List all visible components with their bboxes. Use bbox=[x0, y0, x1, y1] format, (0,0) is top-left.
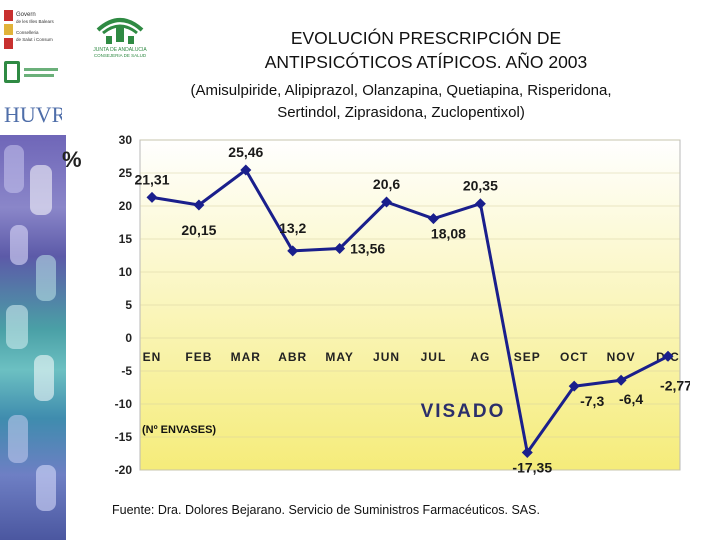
source-footer: Fuente: Dra. Dolores Bejarano. Servicio … bbox=[112, 503, 540, 517]
x-axis-ticks: ENFEBMARABRMAYJUNJULAGSEPOCTNOVDIC bbox=[143, 350, 679, 364]
data-point bbox=[381, 196, 393, 208]
y-tick-label: -10 bbox=[115, 397, 133, 411]
unit-label: % bbox=[62, 147, 82, 172]
x-tick-label: OCT bbox=[560, 350, 588, 364]
govern-logo: Govern de les Illes Balears Conselleria … bbox=[4, 10, 62, 127]
data-label: -2,77 bbox=[660, 377, 690, 393]
data-label: 18,08 bbox=[431, 226, 466, 242]
govern-text-2: de les Illes Balears bbox=[16, 19, 55, 24]
subtitle-line-1: (Amisulpiride, Alipiprazol, Olanzapina, … bbox=[190, 82, 612, 99]
andalucia-small-logo bbox=[4, 61, 58, 83]
x-tick-label: ABR bbox=[278, 350, 307, 364]
data-points bbox=[146, 164, 674, 459]
y-tick-label: 20 bbox=[119, 199, 133, 213]
data-point bbox=[427, 213, 439, 225]
junta-text: JUNTA DE ANDALUCIA bbox=[93, 47, 147, 53]
x-tick-label: EN bbox=[143, 350, 162, 364]
data-point bbox=[474, 198, 486, 210]
data-point bbox=[521, 447, 533, 459]
govern-text-4: de Salut i Consum bbox=[16, 37, 53, 42]
x-tick-label: SEP bbox=[514, 350, 541, 364]
x-tick-label: MAR bbox=[231, 350, 261, 364]
header: JUNTA DE ANDALUCIA CONSEJERIA DE SALUD E… bbox=[66, 0, 720, 135]
y-tick-label: -5 bbox=[121, 364, 132, 378]
data-point bbox=[193, 199, 205, 211]
x-tick-label: NOV bbox=[607, 350, 636, 364]
data-label: 25,46 bbox=[228, 144, 263, 160]
data-label: -17,35 bbox=[512, 460, 552, 476]
data-point bbox=[334, 243, 346, 255]
sidebar: Govern de les Illes Balears Conselleria … bbox=[0, 0, 66, 540]
x-tick-label: AG bbox=[470, 350, 490, 364]
title-line-1: EVOLUCIÓN PRESCRIPCIÓN DE bbox=[290, 28, 562, 48]
page-title: EVOLUCIÓN PRESCRIPCIÓN DE ANTIPSICÓTICOS… bbox=[216, 26, 636, 74]
line-chart: 30 25 20 15 10 5 0 -5 -10 -15 -20 EN FEB MAR ABR MAY JU… bbox=[115, 133, 690, 477]
y-tick-label: 15 bbox=[119, 232, 133, 246]
govern-text-3: Conselleria bbox=[16, 30, 39, 35]
subtitle-line-2: Sertindol, Ziprasidona, Zuclopentixol) bbox=[277, 104, 525, 121]
data-point bbox=[240, 164, 252, 176]
data-label: -6,4 bbox=[619, 391, 643, 407]
data-label: 20,35 bbox=[463, 178, 498, 194]
series-line bbox=[151, 168, 669, 454]
govern-text-1: Govern bbox=[16, 12, 36, 18]
title-line-2: ANTIPSICÓTICOS ATÍPICOS. AÑO 2003 bbox=[264, 52, 588, 72]
sidebar-photo bbox=[0, 135, 66, 540]
x-tick-label: JUN bbox=[373, 350, 400, 364]
data-point bbox=[662, 350, 674, 362]
gridlines bbox=[140, 139, 680, 471]
data-labels: 21,31 20,15 25,46 13,2 13,56 20,6 18,08 20,35 -1… bbox=[134, 144, 690, 476]
y-axis-ticks: 30 25 20 15 10 5 0 -5 -10 -15 -20 bbox=[115, 133, 133, 477]
x-tick-label: MAY bbox=[325, 350, 354, 364]
data-label: -7,3 bbox=[580, 393, 604, 409]
junta-andalucia-logo: JUNTA DE ANDALUCIA CONSEJERIA DE SALUD bbox=[93, 18, 147, 58]
sidebar-logos: Govern de les Illes Balears Conselleria … bbox=[0, 0, 66, 135]
y-tick-label: 5 bbox=[125, 298, 132, 312]
data-label: 13,2 bbox=[279, 220, 306, 236]
y-tick-label: 25 bbox=[119, 166, 133, 180]
data-label: 20,6 bbox=[373, 176, 400, 192]
annotation-envases: (Nº ENVASES) bbox=[142, 424, 216, 436]
data-point bbox=[287, 245, 299, 257]
huvr-logo: HUVR bbox=[4, 102, 62, 127]
annotation-visado: VISADO bbox=[421, 401, 506, 422]
x-tick-label: JUL bbox=[421, 350, 447, 364]
data-point bbox=[568, 380, 580, 392]
data-label: 13,56 bbox=[350, 241, 385, 257]
data-label: 21,31 bbox=[134, 171, 169, 187]
y-tick-label: 30 bbox=[119, 133, 133, 147]
data-point bbox=[146, 191, 158, 203]
y-tick-label: 0 bbox=[125, 331, 132, 345]
y-tick-label: -15 bbox=[115, 430, 133, 444]
y-tick-label: -20 bbox=[115, 463, 133, 477]
x-tick-label: FEB bbox=[185, 350, 212, 364]
data-point bbox=[615, 374, 627, 386]
y-tick-label: 10 bbox=[119, 265, 133, 279]
page-subtitle: (Amisulpiride, Alipiprazol, Olanzapina, … bbox=[121, 80, 681, 124]
consejeria-text: CONSEJERIA DE SALUD bbox=[94, 53, 147, 58]
data-label: 20,15 bbox=[181, 222, 216, 238]
